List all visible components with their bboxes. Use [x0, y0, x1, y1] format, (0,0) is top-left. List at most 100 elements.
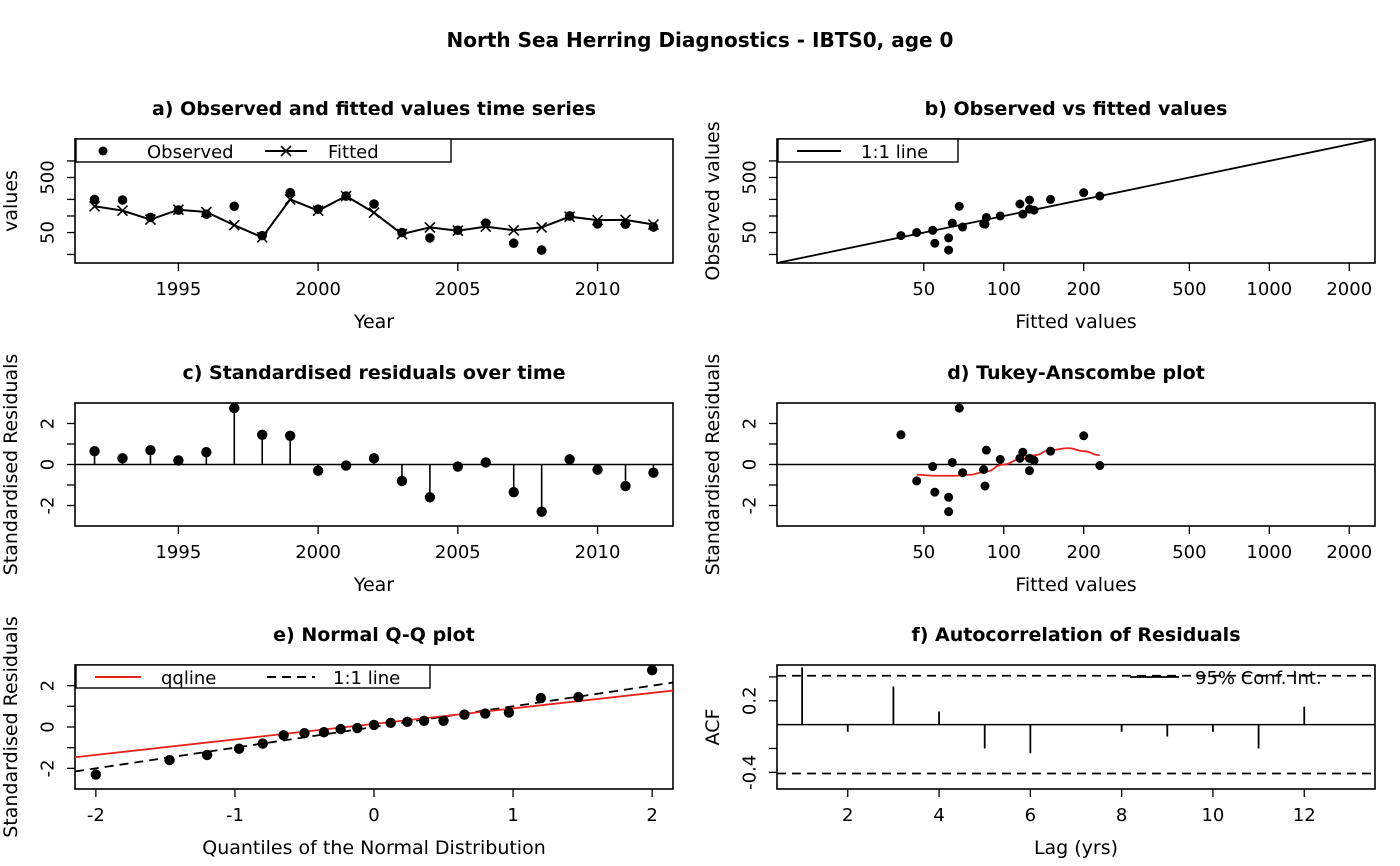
x-tick-label: 2005 [435, 542, 481, 563]
legend-fitted-symbol [280, 145, 292, 157]
data-point [1095, 191, 1105, 201]
data-point [646, 664, 658, 676]
observed-point [397, 227, 407, 238]
legend-qqline-label: qqline [161, 668, 216, 689]
observed-point [369, 199, 379, 209]
y-tick-label: 0.2 [740, 686, 761, 715]
data-point [1046, 194, 1056, 204]
x-tick-label: 10 [1201, 805, 1224, 826]
residual-point [620, 480, 631, 492]
data-point [995, 211, 1005, 221]
x-axis-label: Quantiles of the Normal Distribution [202, 837, 546, 859]
x-tick-label: 500 [1172, 542, 1206, 563]
observed-point [648, 222, 659, 232]
data-point [164, 754, 175, 766]
data-point [980, 481, 990, 491]
observed-point [425, 233, 435, 243]
observed-point [508, 238, 519, 249]
panel-d-tukey-anscombe: d) Tukey-Anscombe plot Fitted values Stand… [702, 354, 1376, 596]
y-tick-label: 50 [740, 221, 761, 244]
data-point [503, 707, 515, 718]
residual-point [452, 461, 464, 472]
residual-point [229, 402, 240, 414]
residual-point [201, 447, 212, 458]
data-point [944, 245, 954, 255]
data-point [1095, 461, 1105, 471]
x-tick-label: 2000 [295, 542, 341, 563]
data-point [958, 468, 968, 478]
x-tick-label: 2 [842, 805, 853, 826]
data-point [459, 709, 470, 720]
data-point [299, 728, 310, 739]
x-tick-label: 12 [1293, 805, 1316, 826]
observed-point [229, 201, 240, 212]
one-to-one-line [776, 138, 1376, 264]
x-axis-label: Year [353, 311, 394, 333]
data-point [912, 228, 922, 238]
x-tick-label: 1995 [155, 279, 201, 300]
residual-point [508, 486, 519, 498]
residual-point [117, 453, 128, 464]
x-tick-label: 1000 [1246, 542, 1292, 563]
observed-point [257, 230, 268, 241]
x-tick-label: 50 [912, 542, 935, 563]
data-point [1029, 455, 1039, 465]
data-point [1079, 188, 1089, 198]
data-point [930, 487, 940, 497]
y-tick-label: -2 [38, 497, 59, 515]
data-point [979, 465, 989, 475]
residual-point [564, 454, 575, 465]
x-tick-label: 200 [1067, 279, 1101, 300]
x-tick-label: 200 [1067, 542, 1101, 563]
data-point [1015, 199, 1025, 209]
data-point [233, 743, 245, 754]
data-point [90, 769, 102, 780]
data-point [947, 457, 957, 467]
legend-label: 1:1 line [861, 142, 928, 163]
x-tick-label: 4 [933, 805, 944, 826]
legend-observed-symbol [98, 146, 108, 156]
residual-point [145, 444, 156, 456]
data-point [944, 233, 954, 243]
data-point [1079, 431, 1089, 441]
x-tick-label: 50 [912, 279, 935, 300]
observed-point [145, 212, 156, 223]
x-tick-label: 2010 [575, 279, 621, 300]
x-tick-label: 100 [987, 279, 1021, 300]
x-axis-label: Fitted values [1015, 574, 1136, 596]
residual-point [257, 429, 268, 440]
x-tick-label: 0 [368, 805, 379, 826]
residual-point [396, 475, 408, 487]
y-tick-label: 50 [38, 221, 59, 244]
data-point [1046, 446, 1056, 456]
data-point [402, 716, 413, 728]
panel-title: b) Observed vs fitted values [925, 98, 1228, 120]
data-point [418, 715, 430, 726]
fitted-point [536, 221, 548, 233]
y-tick-label: 500 [740, 160, 761, 194]
data-point [352, 722, 363, 734]
observed-point [453, 225, 463, 236]
data-point [928, 225, 938, 235]
residual-point [89, 445, 100, 457]
data-point [947, 218, 957, 228]
residual-point [480, 457, 491, 468]
data-point [1015, 453, 1025, 463]
panel-c-residuals-over-time: c) Standardised residuals over time Year S… [0, 354, 674, 596]
data-point [928, 462, 938, 472]
data-point [201, 749, 213, 761]
fitted-point [424, 221, 436, 233]
data-point [438, 715, 449, 726]
x-tick-label: 1995 [155, 542, 201, 563]
data-point [912, 476, 922, 486]
legend-box [75, 138, 452, 163]
y-axis-label: ACF [702, 709, 724, 746]
observed-point [341, 191, 351, 201]
data-point [1018, 209, 1028, 219]
y-axis-label: values [0, 170, 22, 232]
y-tick-label: 0 [38, 721, 59, 732]
y-tick-label: 2 [38, 418, 59, 429]
data-point [981, 445, 991, 455]
data-point [995, 454, 1005, 464]
